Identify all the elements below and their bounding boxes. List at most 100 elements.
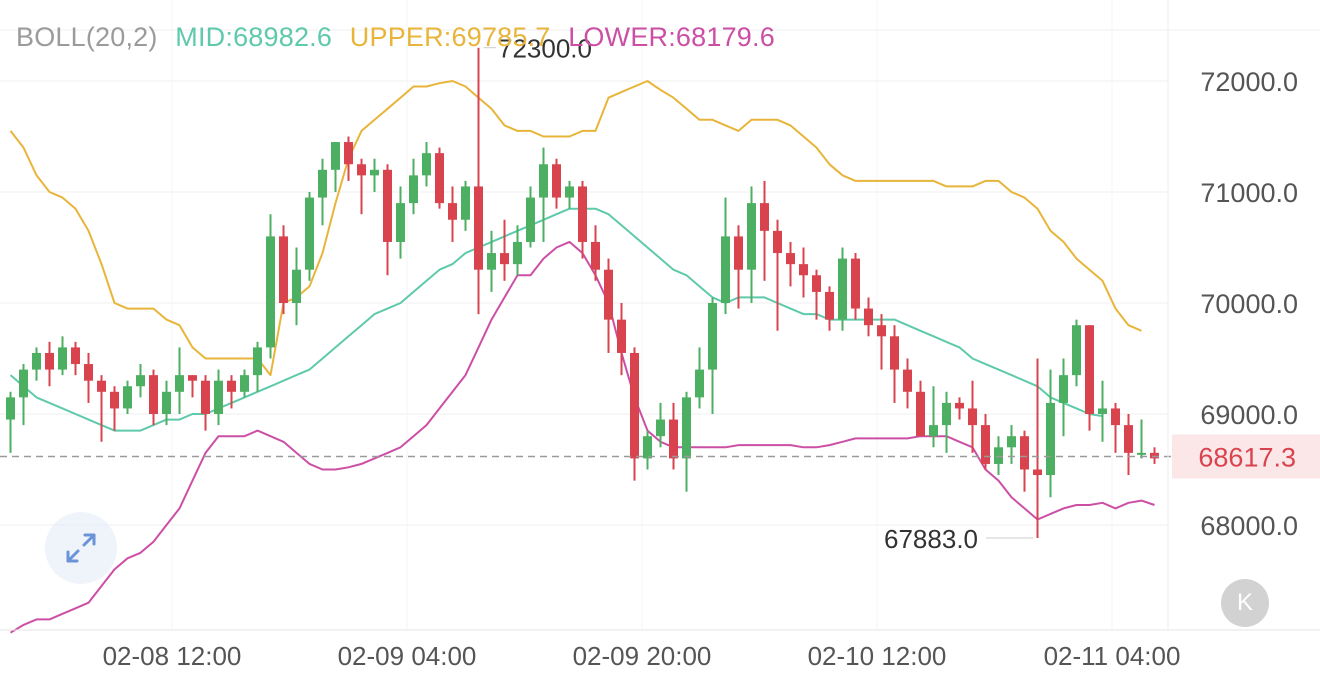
candle-body <box>656 419 665 437</box>
candle-body <box>188 375 197 381</box>
candle-down <box>383 164 392 276</box>
candle-body <box>136 375 145 387</box>
candle-up <box>656 402 665 448</box>
candle-up <box>175 347 184 414</box>
candle-down <box>97 375 106 442</box>
scroll-to-latest-button[interactable]: K <box>1221 579 1269 627</box>
candle-body <box>994 447 1003 464</box>
candle-up <box>318 158 327 226</box>
candle-body <box>591 241 600 270</box>
candle-body <box>773 230 782 254</box>
candle-up <box>123 380 132 414</box>
candle-down <box>435 147 444 209</box>
y-tick-label: 69000.0 <box>1200 400 1298 430</box>
candle-down <box>630 347 639 481</box>
candle-body <box>877 325 886 337</box>
candle-body <box>1007 436 1016 448</box>
candle-up <box>422 142 431 187</box>
candle-body <box>240 375 249 392</box>
candle-body <box>214 380 223 414</box>
candle-up <box>1072 319 1081 387</box>
candle-up <box>682 391 691 492</box>
candle-body <box>448 203 457 220</box>
y-tick-label: 72000.0 <box>1200 67 1298 97</box>
candle-down <box>825 286 834 331</box>
candle-body <box>838 258 847 320</box>
candle-up <box>370 158 379 192</box>
candle-body <box>201 380 210 414</box>
candle-up <box>539 147 548 242</box>
candle-down <box>864 297 873 337</box>
candle-down <box>552 158 561 209</box>
indicator-name: BOLL(20,2) <box>16 22 158 52</box>
candle-body <box>1111 408 1120 426</box>
candle-body <box>331 142 340 170</box>
candle-body <box>916 391 925 437</box>
candle-up <box>838 247 847 331</box>
candle-down <box>773 219 782 331</box>
candle-body <box>266 236 275 348</box>
candle-down <box>357 158 366 215</box>
candle-up <box>253 341 262 392</box>
candle-up <box>929 386 938 448</box>
grid-lines <box>0 0 1320 630</box>
candle-body <box>981 425 990 464</box>
candle-down <box>955 397 964 420</box>
current-price-label: 68617.3 <box>1198 442 1296 472</box>
scroll-to-latest-icon: K <box>1236 589 1253 616</box>
high-marker-label: 72300.0 <box>498 34 592 64</box>
candle-body <box>890 336 899 370</box>
candle-up <box>487 230 496 292</box>
candle-down <box>617 303 626 376</box>
candle-body <box>864 308 873 326</box>
candle-body <box>526 197 535 242</box>
candle-down <box>279 225 288 315</box>
expand-chart-button[interactable] <box>45 512 117 584</box>
candle-down <box>734 225 743 309</box>
candle-body <box>110 391 119 409</box>
candle-down <box>578 180 587 259</box>
candle-body <box>71 347 80 365</box>
indicator-lower-value: LOWER:68179.6 <box>568 22 775 52</box>
candle-body <box>786 253 795 265</box>
candle-down <box>851 253 860 320</box>
candle-up <box>32 347 41 381</box>
candle-up <box>1098 380 1107 442</box>
candle-body <box>305 197 314 270</box>
expand-arrows-icon <box>66 533 96 563</box>
candle-body <box>474 186 483 270</box>
candle-up <box>513 225 522 276</box>
candle-body <box>734 236 743 270</box>
y-tick-label: 68000.0 <box>1200 511 1298 541</box>
candle-body <box>1124 425 1133 453</box>
candle-body <box>903 369 912 392</box>
candle-up <box>994 436 1003 476</box>
candle-body <box>812 275 821 292</box>
candle-body <box>149 375 158 414</box>
candle-up <box>708 297 717 414</box>
candle-body <box>851 258 860 309</box>
candle-down <box>71 341 80 376</box>
candle-down <box>799 247 808 298</box>
candle-body <box>539 164 548 198</box>
indicator-legend: BOLL(20,2) MID:68982.6 UPPER:69785.7 LOW… <box>16 22 785 53</box>
candle-up <box>136 364 145 398</box>
candle-up <box>6 391 15 453</box>
candle-body <box>799 264 808 276</box>
candle-down <box>1150 447 1159 464</box>
x-tick-label: 02-11 04:00 <box>1044 641 1181 671</box>
x-tick-label: 02-09 20:00 <box>573 641 712 671</box>
candle-down <box>877 314 886 370</box>
candle-body <box>604 269 613 320</box>
candle-up <box>305 192 314 281</box>
price-markers: 68617.3 72300.0 67883.0 <box>0 34 1320 554</box>
candle-down <box>760 180 769 281</box>
candle-down <box>903 358 912 409</box>
candle-down <box>916 380 925 437</box>
candle-down <box>201 375 210 431</box>
candle-body <box>6 397 15 420</box>
candle-down <box>227 375 236 409</box>
candle-up <box>526 186 535 248</box>
